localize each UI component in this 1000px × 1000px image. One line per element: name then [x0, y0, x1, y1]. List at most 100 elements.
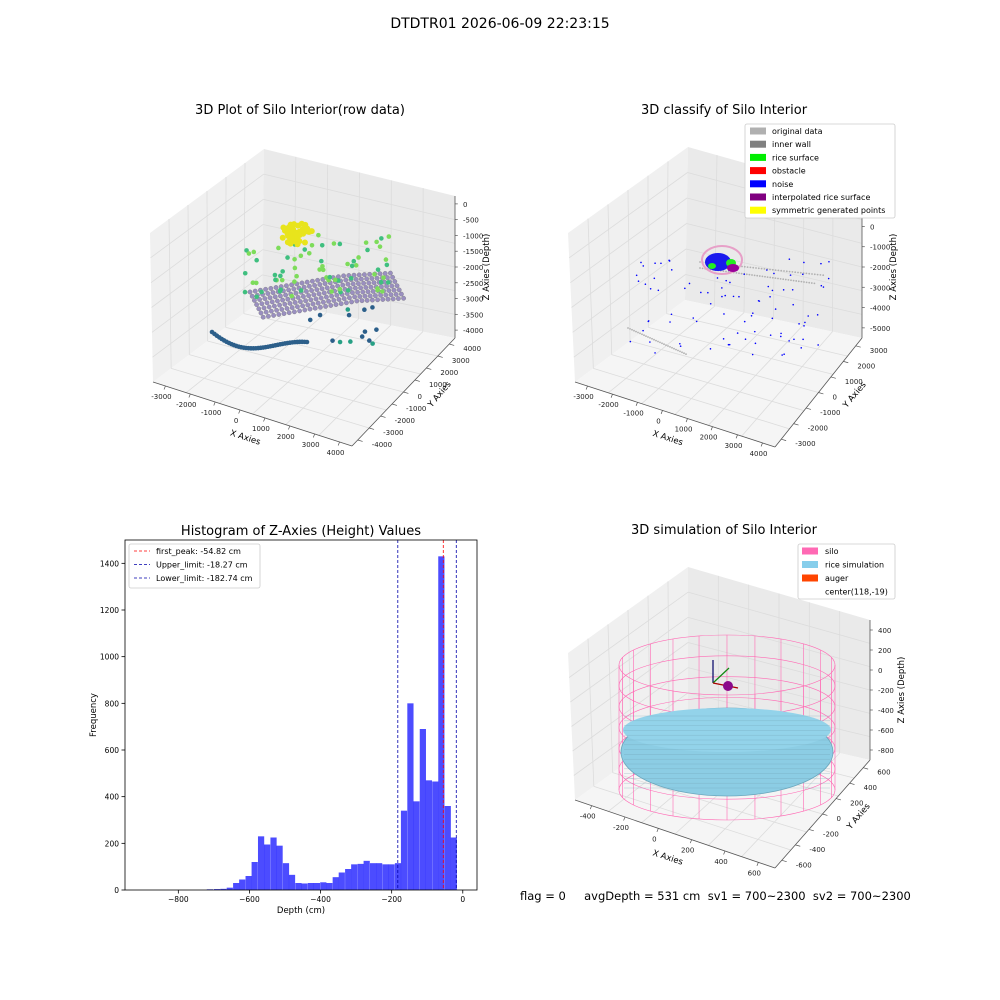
classify-point	[827, 277, 830, 280]
raw-point	[368, 284, 374, 290]
classify-point	[700, 291, 702, 294]
raw-point	[380, 289, 385, 294]
y-tick-label: 3000	[870, 347, 888, 355]
histogram-bar	[288, 874, 296, 890]
raw-point	[370, 305, 375, 310]
z-tick-label: -4000	[870, 305, 890, 313]
raw-point	[307, 306, 313, 312]
raw-point	[367, 271, 372, 277]
classify-point	[787, 279, 790, 281]
histogram-bar	[400, 810, 408, 890]
raw-point	[272, 272, 278, 278]
raw-point	[337, 286, 343, 292]
raw-point	[312, 305, 318, 311]
classify-point	[635, 330, 637, 333]
raw-point	[366, 280, 372, 286]
classify-point	[738, 272, 740, 275]
classify-point	[758, 275, 761, 277]
z-tick-label: -3000	[870, 284, 890, 292]
y-tick	[843, 361, 849, 364]
legend-label: silo	[825, 547, 839, 556]
raw-point	[319, 242, 325, 248]
raw-point	[252, 288, 258, 294]
raw-point	[343, 277, 349, 283]
classify-point	[771, 268, 774, 271]
classify-point	[820, 262, 822, 265]
classify-point	[727, 343, 730, 346]
classify-point	[777, 277, 779, 280]
raw-point	[349, 299, 354, 305]
classify-point	[788, 340, 790, 342]
classify-point	[763, 268, 766, 270]
raw-point	[367, 338, 372, 343]
raw-point	[313, 296, 319, 302]
classify-point	[771, 317, 774, 320]
legend-label: center(118,-19)	[825, 588, 888, 597]
raw-point	[301, 294, 306, 299]
raw-point	[363, 285, 369, 290]
raw-point	[388, 270, 393, 276]
raw-point	[254, 257, 259, 263]
classify-point	[761, 275, 764, 278]
classify-point	[783, 270, 785, 272]
raw-point	[271, 313, 276, 318]
classify-point	[708, 263, 716, 269]
legend-label: obstacle	[772, 167, 806, 176]
raw-point	[254, 302, 259, 307]
classify-point	[807, 315, 810, 317]
raw-point	[320, 267, 326, 273]
raw-point	[276, 245, 281, 251]
classify-point	[769, 296, 771, 298]
y-tick	[795, 844, 801, 847]
classify-point	[729, 281, 731, 284]
classify-point	[724, 294, 727, 297]
y-tick-label: -400	[809, 846, 825, 854]
legend-swatch	[802, 561, 818, 568]
classify-point	[802, 272, 805, 274]
raw-point	[309, 242, 315, 248]
raw-point	[298, 288, 304, 293]
classify-point	[727, 264, 739, 272]
y-tick-label: -3000	[383, 429, 403, 437]
raw-point	[266, 313, 271, 319]
x-tick	[610, 394, 613, 398]
legend-swatch	[750, 193, 766, 201]
y-tick	[380, 415, 386, 418]
raw-point	[316, 291, 322, 297]
raw-point	[301, 284, 307, 290]
classify-point	[790, 279, 792, 282]
y-tick-label: 1400	[100, 559, 119, 568]
classify-point	[780, 332, 782, 335]
legend-label: rice simulation	[825, 561, 884, 570]
raw-point	[356, 272, 362, 278]
raw-point	[370, 297, 375, 303]
raw-point	[337, 241, 343, 247]
raw-point	[298, 299, 303, 304]
raw-point	[260, 314, 266, 320]
raw-point	[353, 263, 359, 268]
raw-point	[319, 286, 325, 292]
raw-point	[262, 296, 268, 301]
histogram-bar	[338, 872, 345, 890]
raw-point	[282, 301, 288, 307]
axis-line	[574, 381, 776, 448]
histogram-bar	[407, 703, 414, 890]
z-axis-label: Z Axies (Depth)	[889, 234, 899, 301]
raw-point	[352, 294, 357, 300]
raw-point	[308, 297, 314, 303]
x-tick-label: -1000	[201, 409, 221, 417]
classify-point	[721, 295, 723, 298]
raw-point	[367, 293, 373, 299]
legend-swatch	[802, 547, 818, 555]
raw-point	[332, 277, 338, 283]
x-tick-label: 3000	[302, 441, 320, 449]
x-tick-label: −600	[239, 895, 260, 904]
classify-point	[745, 273, 748, 276]
classify-point	[813, 273, 816, 276]
classify-point	[800, 280, 803, 283]
x-tick	[312, 433, 316, 438]
histogram-bar	[220, 888, 227, 890]
classify-point	[661, 342, 663, 345]
raw-point	[292, 256, 297, 262]
raw-point	[377, 271, 383, 277]
